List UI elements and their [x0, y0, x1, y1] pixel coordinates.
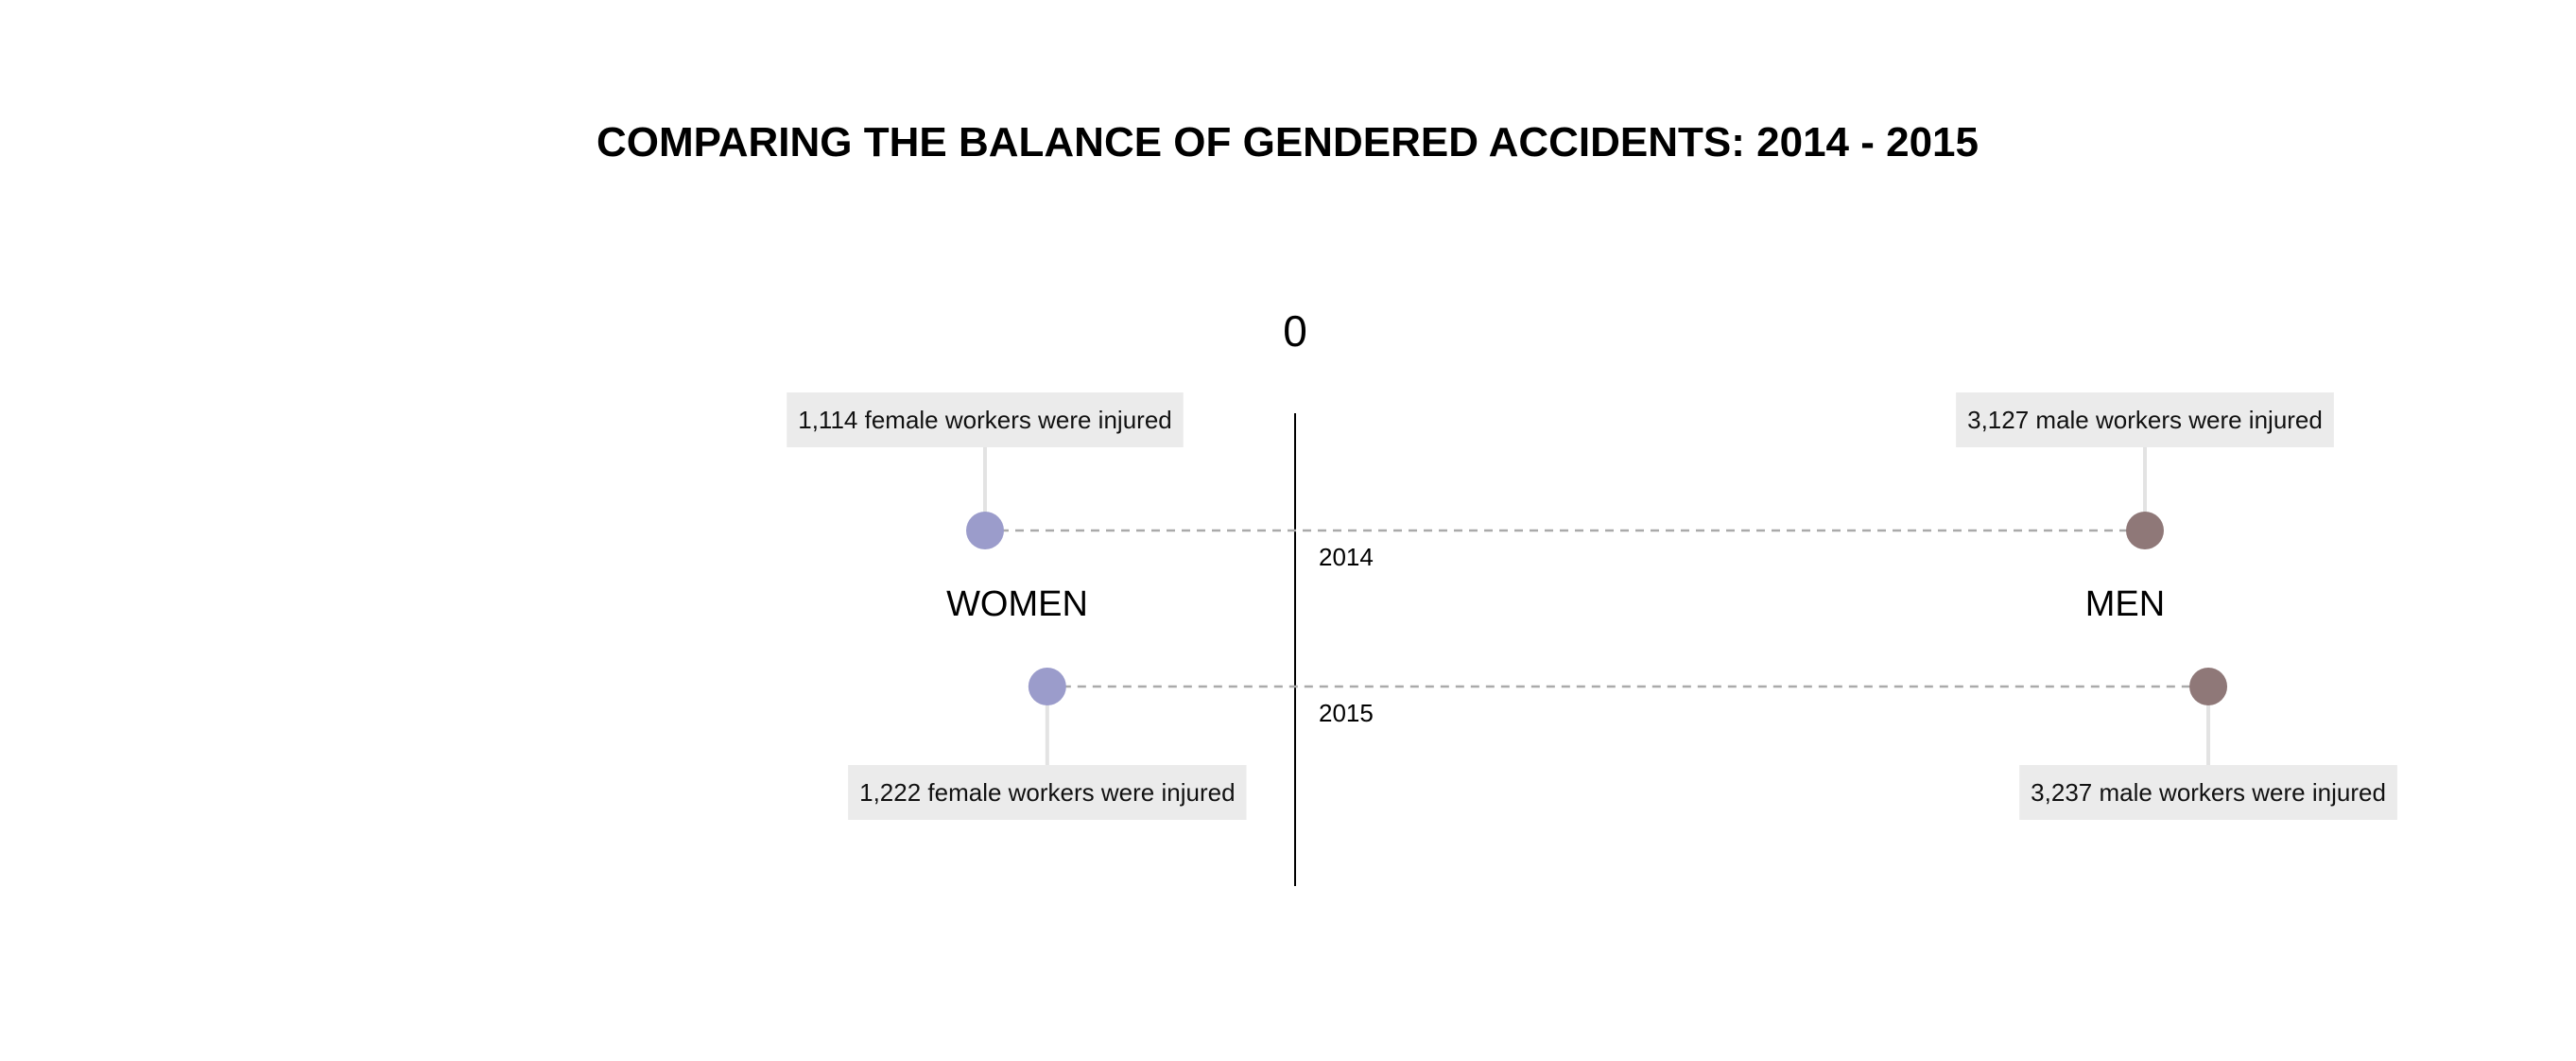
year-2015-men-point — [2189, 668, 2228, 705]
year-2014-women-point — [966, 512, 1004, 549]
year-2014-men-point — [2126, 512, 2164, 549]
year-2015-men-annotation-text: 3,237 male workers were injured — [2031, 778, 2386, 807]
year-2014-women-annotation-text: 1,114 female workers were injured — [798, 406, 1171, 434]
year-2014-year-label: 2014 — [1319, 543, 1374, 571]
chart-title: COMPARING THE BALANCE OF GENDERED ACCIDE… — [596, 119, 1979, 165]
year-2015-men-annotation-box — [2019, 765, 2397, 820]
year-2014-women-annotation-box — [787, 392, 1184, 447]
year-2015-women-annotation-text: 1,222 female workers were injured — [859, 778, 1235, 807]
zero-axis-label: 0 — [1283, 306, 1307, 356]
year-2015-year-label: 2015 — [1319, 699, 1374, 727]
year-2014-men-annotation-box — [1956, 392, 2334, 447]
chart-marks: 1,114 female workers were injured 3,127 m… — [787, 392, 2397, 820]
women-group-label: WOMEN — [946, 584, 1088, 624]
year-2014-men-annotation-text: 3,127 male workers were injured — [1967, 406, 2323, 434]
year-2015-women-annotation-box — [848, 765, 1247, 820]
men-group-label: MEN — [2085, 584, 2165, 624]
year-2015-women-point — [1028, 668, 1066, 705]
